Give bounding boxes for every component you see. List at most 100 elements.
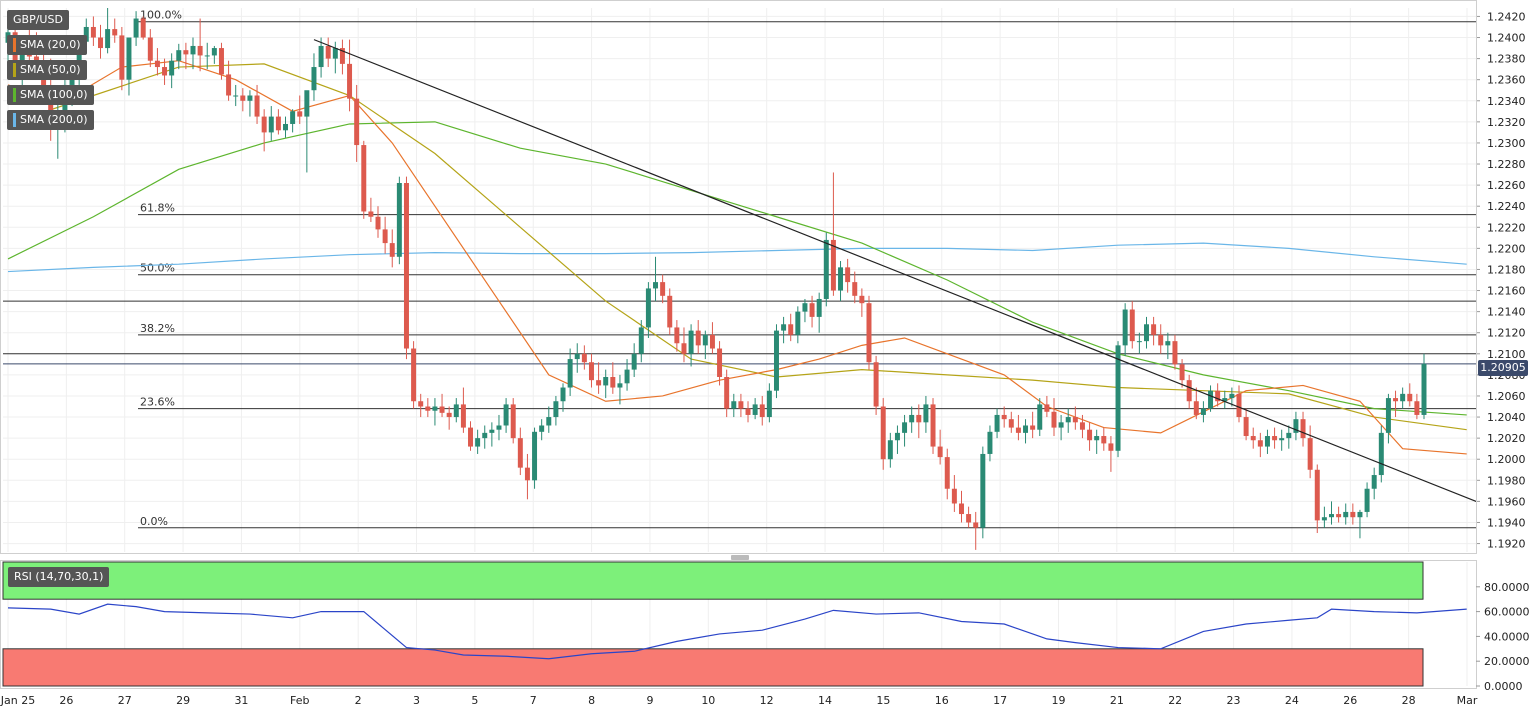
y-tick-label: 1.2280 bbox=[1487, 158, 1526, 171]
candle-body bbox=[411, 348, 417, 402]
y-tick-label: 1.2400 bbox=[1487, 32, 1526, 45]
candle-body bbox=[738, 401, 744, 409]
candle-body bbox=[98, 37, 103, 49]
candle-body bbox=[1151, 324, 1157, 335]
y-tick-label: 1.1980 bbox=[1487, 474, 1526, 487]
rsi-overbought-zone bbox=[2, 561, 1424, 600]
x-tick-label: 10 bbox=[701, 694, 715, 707]
candle-body bbox=[1400, 393, 1406, 402]
y-tick-label: 1.2220 bbox=[1487, 221, 1526, 234]
candle-body bbox=[674, 327, 680, 344]
candle-body bbox=[603, 376, 609, 386]
x-tick-label: 3 bbox=[413, 694, 420, 707]
candle-body bbox=[1001, 414, 1007, 420]
candle-body bbox=[823, 239, 829, 299]
candle-body bbox=[667, 295, 673, 328]
y-tick-label: 1.2420 bbox=[1487, 10, 1526, 23]
candle-body bbox=[1165, 341, 1171, 346]
trendline bbox=[313, 39, 1536, 526]
candle-body bbox=[1286, 432, 1292, 439]
candle-body bbox=[887, 440, 893, 460]
y-tick-label: 1.1940 bbox=[1487, 516, 1526, 529]
candle-body bbox=[610, 376, 616, 388]
candle-body bbox=[347, 63, 353, 99]
x-tick-label: 26 bbox=[1343, 694, 1357, 707]
candle-body bbox=[1215, 390, 1221, 402]
candle-body bbox=[311, 67, 317, 91]
candle-body bbox=[1030, 425, 1036, 430]
y-tick-label: 1.2340 bbox=[1487, 95, 1526, 108]
candle-body bbox=[1414, 401, 1420, 415]
candle-body bbox=[1378, 432, 1384, 476]
candle-body bbox=[873, 362, 879, 407]
candle-body bbox=[1115, 345, 1121, 451]
candle-body bbox=[1144, 324, 1149, 342]
candle-body bbox=[1044, 404, 1050, 412]
y-tick-label: 1.2120 bbox=[1487, 327, 1526, 340]
candle-body bbox=[645, 288, 651, 328]
indicator-sma200[interactable]: SMA (200,0) bbox=[7, 110, 94, 130]
candle-body bbox=[638, 327, 644, 354]
candle-body bbox=[1208, 390, 1214, 409]
candle-body bbox=[560, 387, 566, 402]
candle-body bbox=[816, 298, 822, 317]
y-tick-label: 1.2240 bbox=[1487, 200, 1526, 213]
x-tick-label: 2 bbox=[355, 694, 362, 707]
candle-body bbox=[240, 95, 246, 101]
candle-body bbox=[1079, 422, 1085, 430]
y-tick-label: 1.1920 bbox=[1487, 538, 1526, 551]
y-tick-label: 1.2380 bbox=[1487, 53, 1526, 66]
indicator-sma20[interactable]: SMA (20,0) bbox=[7, 35, 87, 55]
candle-body bbox=[532, 431, 538, 481]
y-tick-label: 1.2060 bbox=[1487, 390, 1526, 403]
x-tick-label: 26 bbox=[59, 694, 73, 707]
rsi-tick-label: 40.0000 bbox=[1484, 630, 1530, 643]
last-price-text: 1.20905 bbox=[1480, 361, 1526, 374]
rsi-label[interactable]: RSI (14,70,30,1) bbox=[8, 567, 110, 587]
candle-body bbox=[1371, 475, 1377, 489]
sma20-swatch bbox=[13, 38, 16, 52]
candle-body bbox=[169, 60, 175, 76]
candle-body bbox=[1015, 427, 1021, 433]
indicator-sma50[interactable]: SMA (50,0) bbox=[7, 60, 87, 80]
candle-body bbox=[119, 35, 125, 80]
candle-body bbox=[90, 26, 96, 38]
candle-body bbox=[147, 37, 153, 61]
candle-body bbox=[1108, 443, 1114, 451]
sma200-line bbox=[7, 242, 1467, 273]
candle-body bbox=[1222, 398, 1228, 402]
candle-body bbox=[1385, 398, 1391, 433]
candle-body bbox=[546, 417, 552, 426]
sma100-line bbox=[7, 121, 1467, 416]
axis-bg bbox=[1477, 0, 1536, 555]
candle-body bbox=[766, 390, 772, 418]
candle-body bbox=[339, 48, 345, 64]
sma50-label: SMA (50,0) bbox=[20, 63, 81, 76]
rsi-label-text: RSI (14,70,30,1) bbox=[14, 570, 104, 583]
candle-body bbox=[1272, 436, 1278, 441]
candle-body bbox=[226, 74, 232, 96]
candle-body bbox=[332, 48, 338, 59]
candle-body bbox=[980, 453, 986, 528]
candle-body bbox=[439, 406, 445, 413]
candle-body bbox=[1393, 398, 1399, 402]
x-tick-label: Feb bbox=[290, 694, 309, 707]
candle-body bbox=[460, 404, 466, 428]
candle-body bbox=[254, 95, 260, 117]
y-tick-label: 1.2360 bbox=[1487, 74, 1526, 87]
candle-body bbox=[802, 303, 808, 312]
candle-body bbox=[375, 216, 381, 230]
candle-body bbox=[517, 438, 523, 468]
indicator-sma100[interactable]: SMA (100,0) bbox=[7, 85, 94, 105]
instrument-label[interactable]: GBP/USD bbox=[7, 10, 69, 30]
fibonacci-label: 0.0% bbox=[140, 515, 168, 528]
candle-body bbox=[724, 376, 730, 409]
candle-body bbox=[432, 406, 438, 411]
candle-body bbox=[482, 432, 488, 439]
candle-body bbox=[852, 282, 858, 296]
y-tick-label: 1.2260 bbox=[1487, 179, 1526, 192]
candle-body bbox=[190, 45, 196, 55]
candle-body bbox=[588, 362, 594, 381]
candle-body bbox=[617, 383, 623, 388]
